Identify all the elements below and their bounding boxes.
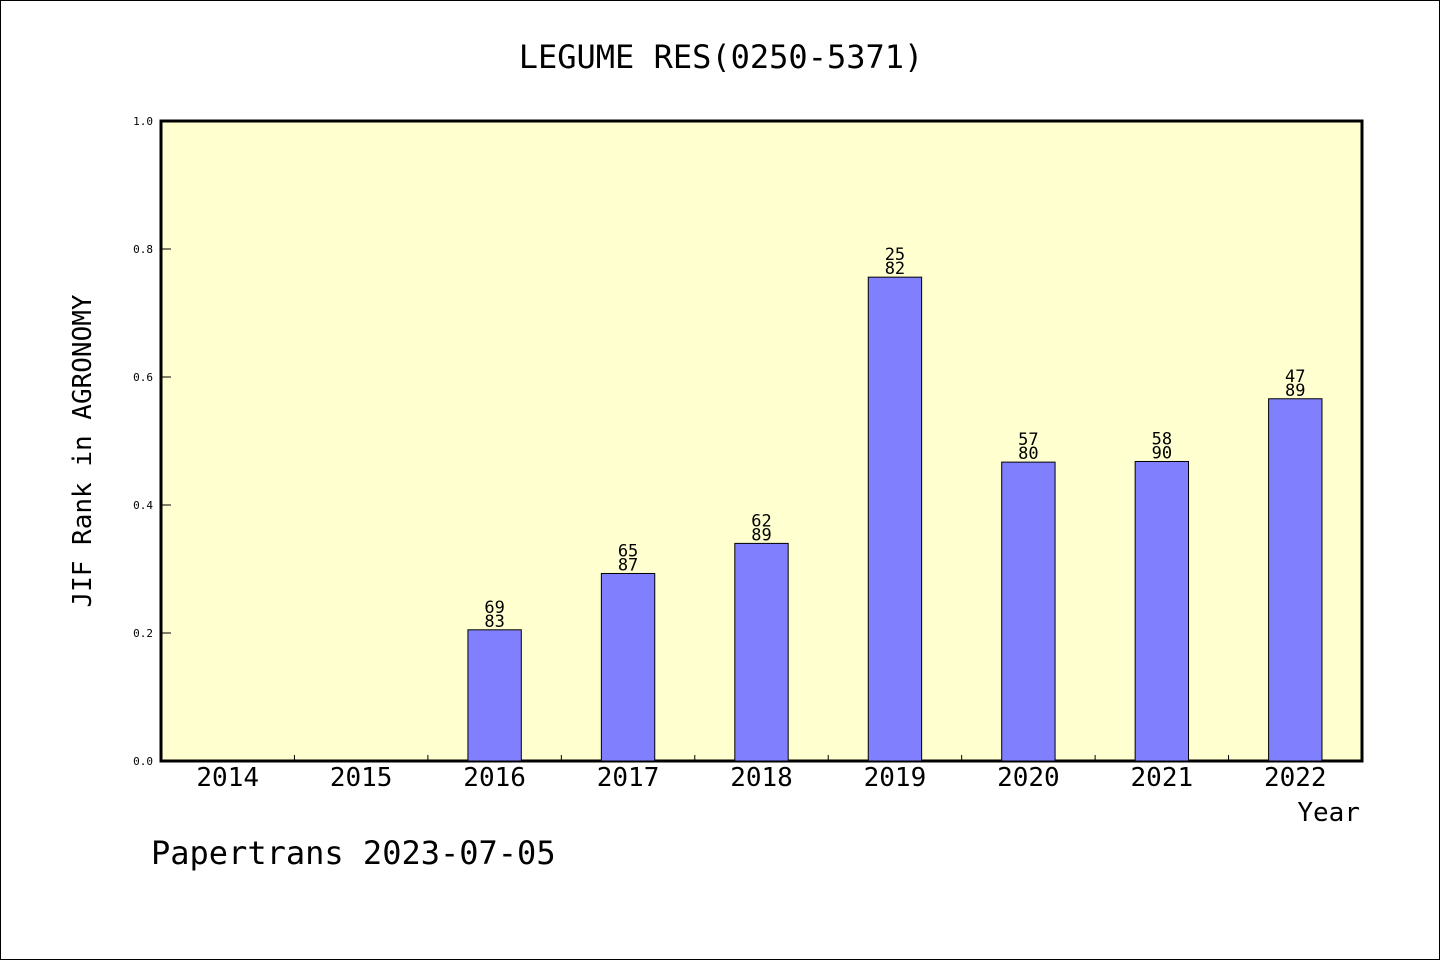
bar-rank-label: 65 [618,541,638,561]
footer-text: Papertrans 2023-07-05 [151,834,556,872]
bar [1268,398,1323,762]
x-tick-label: 2022 [1264,763,1327,793]
x-tick-label: 2021 [1131,763,1194,793]
bar-rank-label: 62 [751,511,771,531]
bar [867,276,923,762]
x-axis-label: Year [1297,798,1360,828]
y-tick-label: 1.0 [133,115,153,128]
bar [1001,461,1056,762]
y-axis: 0.0 0.2 0.4 0.6 0.8 1.0 [133,115,171,768]
bar-total-label: 80 [1018,444,1038,464]
y-axis-label: JIF Rank in AGRONOMY [68,294,98,607]
x-tick-label: 2016 [463,763,526,793]
bar-rank-label: 69 [484,598,504,618]
y-tick-label: 0.2 [133,627,153,640]
bar-total-label: 83 [484,612,504,632]
x-axis: 2014 2015 2016 2017 2018 2019 2020 2021 2022 [196,755,1327,793]
x-tick-label: 2017 [597,763,660,793]
y-tick-label: 0.6 [133,371,153,384]
bar-total-label: 89 [1285,381,1305,401]
bar-total-label: 87 [618,555,638,575]
bar-total-label: 90 [1152,443,1172,463]
bar-total-label: 82 [885,259,905,279]
bar [467,629,522,762]
y-tick-label: 0.4 [133,499,153,512]
bar-rank-label: 57 [1018,430,1038,450]
x-tick-label: 2018 [730,763,793,793]
bar-rank-label: 58 [1152,429,1172,449]
chart-title: LEGUME RES(0250-5371) [519,38,924,76]
x-tick-label: 2014 [196,763,259,793]
bar [600,572,656,762]
bar-total-label: 89 [751,525,771,545]
x-tick-label: 2015 [330,763,393,793]
bar-rank-label: 25 [885,245,905,265]
x-tick-label: 2019 [864,763,927,793]
bar [734,542,789,762]
bar-rank-label: 47 [1285,367,1305,387]
x-tick-label: 2020 [997,763,1060,793]
bar [1134,460,1190,762]
y-tick-label: 0.0 [133,755,153,768]
y-tick-label: 0.8 [133,243,153,256]
